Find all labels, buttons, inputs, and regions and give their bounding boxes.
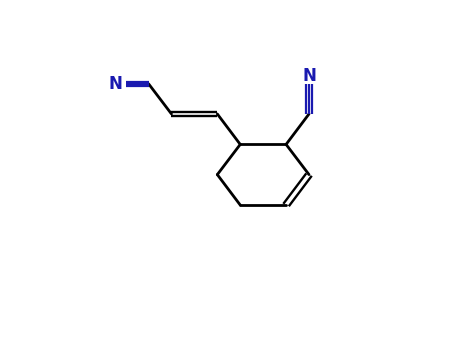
Text: N: N xyxy=(109,75,123,93)
Text: N: N xyxy=(302,67,316,85)
